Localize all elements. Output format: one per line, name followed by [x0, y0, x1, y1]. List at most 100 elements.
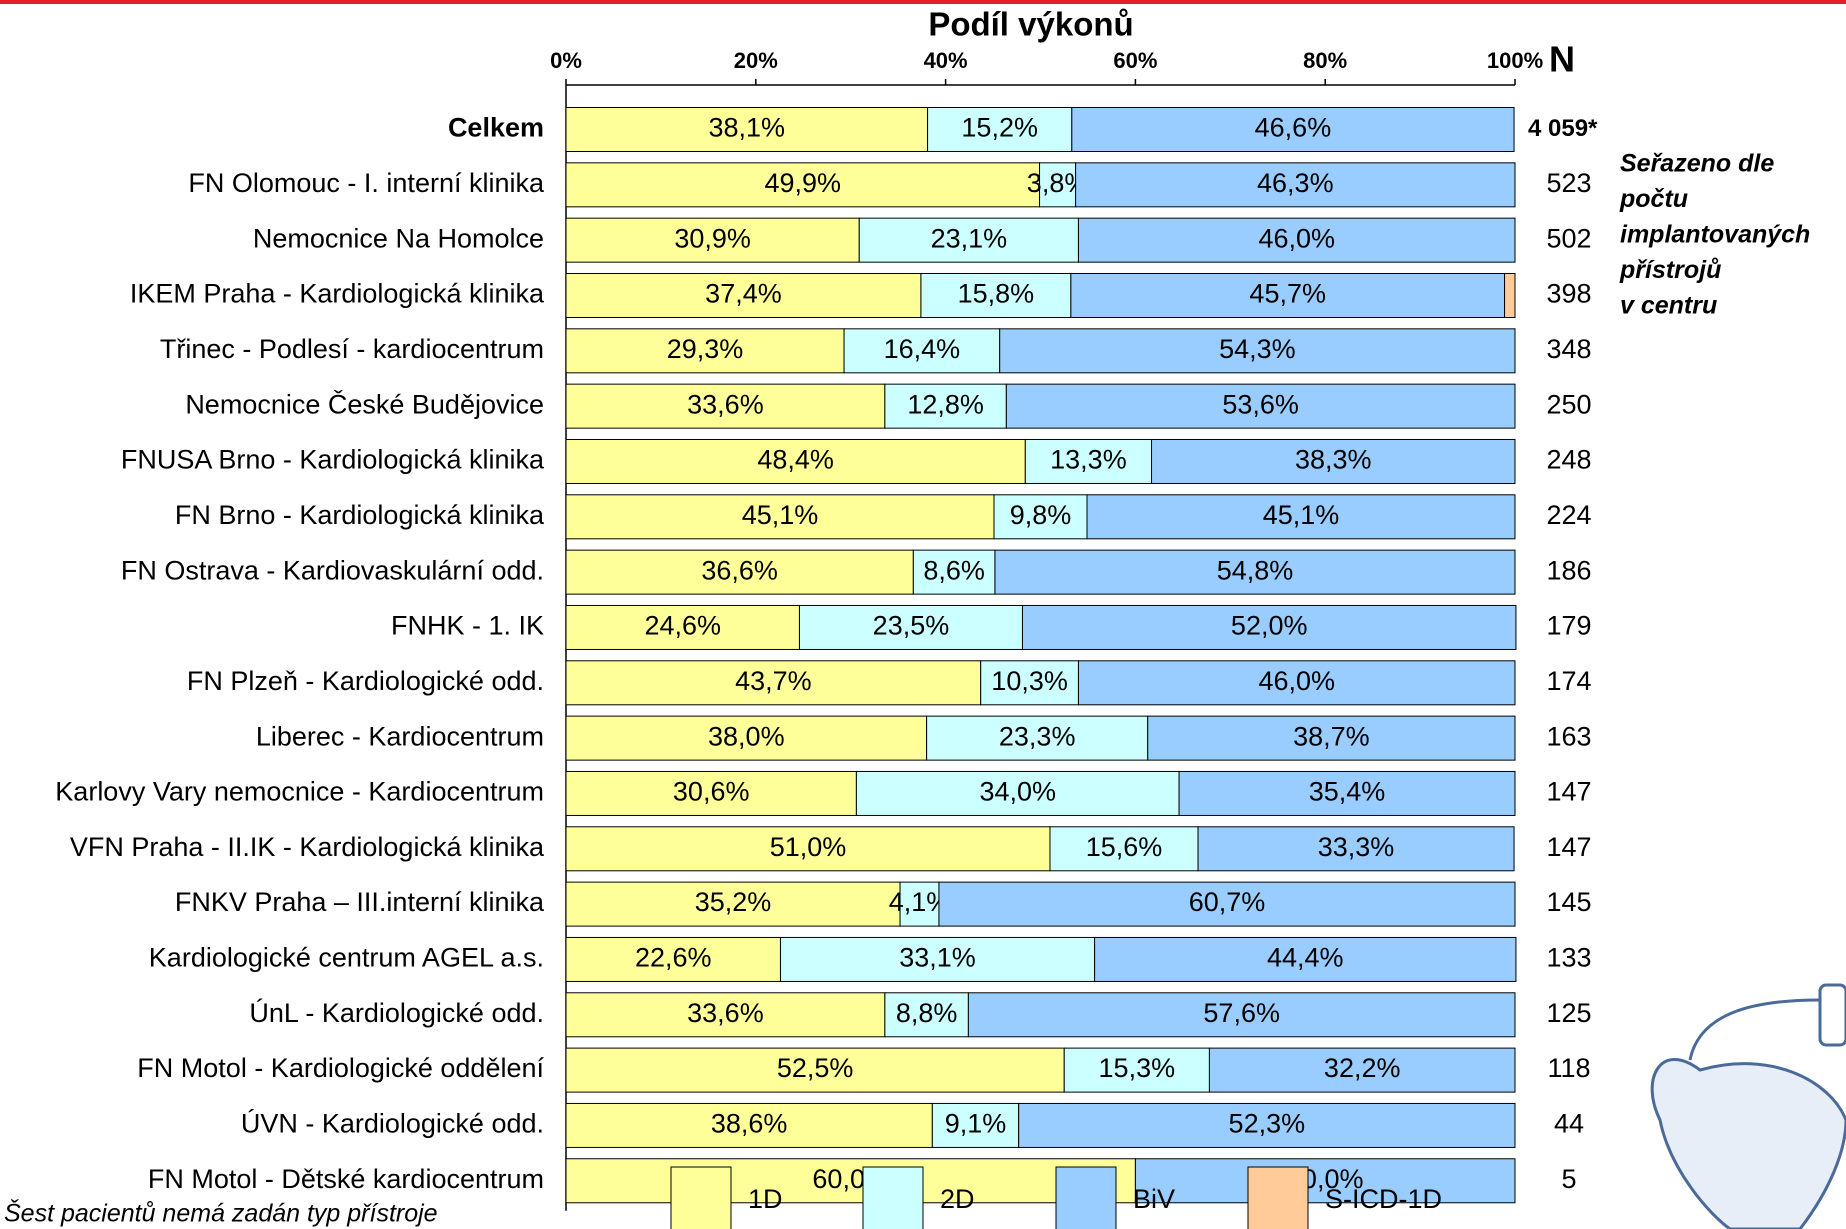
bar-segment	[1075, 162, 1516, 208]
n-value: 523	[1546, 168, 1591, 198]
category-label: VFN Praha - II.IK - Kardiologická klinik…	[70, 832, 545, 862]
bar-segment	[565, 1047, 1065, 1093]
category-label: Třinec - Podlesí - kardiocentrum	[160, 334, 544, 364]
value-label: 33,3%	[1318, 832, 1395, 862]
value-label: 29,3%	[667, 334, 744, 364]
category-label: FN Olomouc - I. interní klinika	[188, 168, 545, 198]
bar-segment	[1151, 438, 1516, 484]
category-label: Celkem	[448, 113, 544, 143]
bar-segment	[1071, 107, 1515, 152]
value-label: 38,1%	[709, 113, 786, 143]
bar-segment	[565, 217, 860, 263]
category-label: IKEM Praha - Kardiologická klinika	[130, 279, 545, 309]
bar-segment	[565, 770, 857, 816]
value-label: 45,1%	[742, 500, 819, 530]
value-label: 53,6%	[1222, 389, 1299, 419]
value-label: 8,6%	[923, 555, 985, 585]
category-label: ÚVN - Kardiologické odd.	[241, 1108, 544, 1139]
value-label: 33,6%	[687, 389, 764, 419]
value-label: 44,4%	[1267, 943, 1344, 973]
category-label: FNKV Praha – III.interní klinika	[175, 887, 545, 917]
x-tick-label: 100%	[1487, 48, 1543, 73]
bar-segment	[855, 770, 1180, 816]
category-label: Kardiologické centrum AGEL a.s.	[149, 943, 544, 973]
bar-segment	[565, 107, 929, 152]
n-value: 5	[1561, 1164, 1576, 1194]
bar-segment	[999, 328, 1516, 374]
value-label: 35,4%	[1309, 777, 1386, 807]
n-value: 163	[1546, 721, 1591, 751]
n-value: 4 059*	[1528, 115, 1598, 142]
value-label: 33,1%	[899, 943, 976, 973]
value-label: 9,1%	[945, 1109, 1007, 1139]
bar-segment	[565, 660, 982, 706]
note-line: počtu	[1619, 185, 1688, 213]
n-header: N	[1549, 39, 1575, 80]
bar-segment	[926, 715, 1149, 761]
category-label: FNHK - 1. IK	[391, 611, 544, 641]
bar-segment	[980, 660, 1079, 706]
footnote: Šest pacientů nemá zadán typ přístroje	[4, 1199, 438, 1228]
bar-segment	[1077, 217, 1516, 263]
value-label: 38,3%	[1295, 445, 1372, 475]
n-value: 133	[1546, 943, 1591, 973]
n-value: 145	[1546, 887, 1591, 917]
bar-segment	[884, 383, 1007, 429]
note-line: Seřazeno dle	[1620, 150, 1774, 178]
category-label: Karlovy Vary nemocnice - Kardiocentrum	[55, 777, 544, 807]
legend-swatch	[1055, 1166, 1117, 1229]
bar-segment	[1005, 383, 1516, 429]
value-label: 54,3%	[1219, 334, 1296, 364]
n-value: 147	[1546, 777, 1591, 807]
value-label: 35,2%	[695, 887, 772, 917]
category-label: Nemocnice Na Homolce	[253, 223, 544, 253]
value-label: 10,3%	[991, 666, 1068, 696]
legend-label: BiV	[1133, 1184, 1175, 1214]
category-label: FNUSA Brno - Kardiologická klinika	[121, 445, 545, 475]
bar-segment	[931, 1102, 1020, 1148]
category-label: FN Ostrava - Kardiovaskulární odd.	[121, 555, 544, 585]
value-label: 38,6%	[711, 1109, 788, 1139]
bar-segment	[1049, 826, 1199, 872]
bar-segment	[1086, 494, 1516, 540]
bar-segment	[1021, 604, 1517, 650]
value-label: 22,6%	[635, 943, 712, 973]
n-value: 224	[1546, 500, 1591, 530]
legend-label: S-ICD-1D	[1325, 1184, 1442, 1214]
category-label: ÚnL - Kardiologické odd.	[249, 997, 544, 1028]
bar-segment	[1504, 272, 1516, 318]
value-label: 23,5%	[873, 611, 950, 641]
bar-segment	[565, 936, 781, 982]
legend-label: 2D	[940, 1184, 975, 1214]
bar-segment	[1063, 1047, 1210, 1093]
bar-segment	[843, 328, 1001, 374]
bar-segment	[1197, 826, 1515, 872]
value-label: 32,2%	[1324, 1053, 1401, 1083]
category-label: Nemocnice České Budějovice	[185, 388, 544, 419]
n-value: 44	[1554, 1109, 1584, 1139]
value-label: 23,1%	[931, 223, 1008, 253]
value-label: 45,7%	[1249, 279, 1326, 309]
value-label: 51,0%	[770, 832, 847, 862]
value-label: 36,6%	[701, 555, 778, 585]
note-line: přístrojů	[1619, 256, 1721, 284]
value-label: 60,7%	[1189, 887, 1266, 917]
n-value: 250	[1546, 389, 1591, 419]
bar-segment	[565, 383, 886, 429]
value-label: 15,3%	[1099, 1053, 1176, 1083]
bar-segment	[565, 826, 1051, 872]
value-label: 52,0%	[1231, 611, 1308, 641]
legend-label: 1D	[748, 1184, 783, 1214]
value-label: 38,0%	[708, 721, 785, 751]
n-value: 174	[1546, 666, 1591, 696]
value-label: 15,8%	[958, 279, 1035, 309]
category-label: FN Motol - Dětské kardiocentrum	[148, 1164, 544, 1194]
bar-segment	[994, 549, 1516, 595]
x-tick-label: 60%	[1113, 48, 1157, 73]
bar-segment	[565, 549, 914, 595]
value-label: 52,3%	[1229, 1109, 1306, 1139]
n-value: 186	[1546, 555, 1591, 585]
bar-segment	[565, 992, 886, 1038]
bar-segment	[565, 1158, 1136, 1204]
